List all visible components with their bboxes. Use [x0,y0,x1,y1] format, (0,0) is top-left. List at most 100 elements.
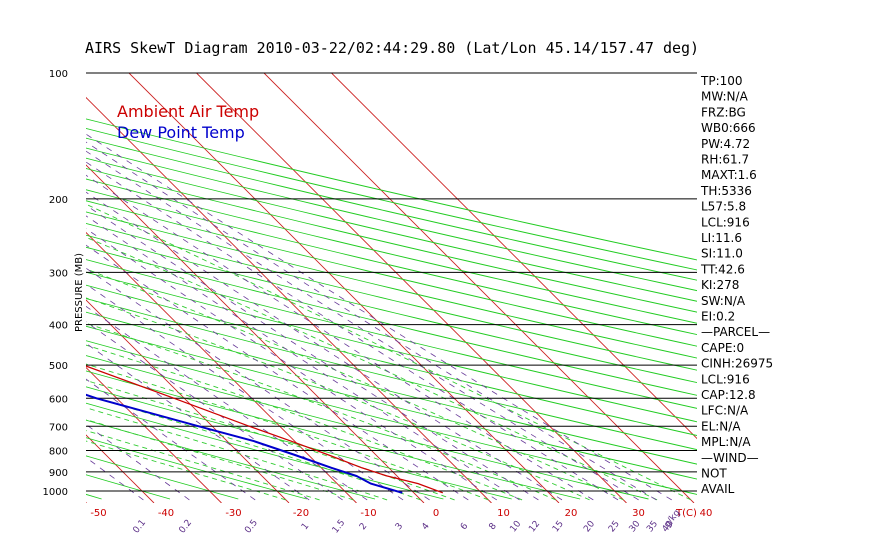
mixing-ratio-tick-label: 3 [394,521,405,532]
legend-dew-point-temp: Dew Point Temp [117,123,245,142]
stability-index: LCL:916 [701,372,750,386]
mixing-ratio-line [86,321,343,501]
stability-index: —WIND— [701,451,759,465]
moist-adiabat-line [86,236,658,501]
temp-tick-label-bottom: -20 [293,508,309,519]
dry-adiabat-line [86,147,697,292]
isotherm-line [331,73,697,440]
mixing-ratio-tick-label: 0.2 [177,518,194,535]
dry-adiabat-line [86,137,697,281]
temp-tick-label-bottom: 20 [565,508,578,519]
mixing-ratio-line [86,161,619,501]
dry-adiabat-line [86,211,697,359]
dry-adiabat-line [86,200,697,347]
temp-tick-label-bottom: 0 [433,508,439,519]
mixing-ratio-tick-label: 20 [582,519,597,534]
moist-adiabat-line [86,297,590,501]
stability-index: TP:100 [700,74,743,88]
pressure-lines [86,72,697,492]
mixing-ratio-tick-label: 35 [645,519,660,534]
stability-index: CINH:26975 [701,357,773,371]
dry-adiabat-line [86,157,697,302]
x-axis-label-temp: T(C) [675,508,697,519]
mixing-ratio-line [86,133,672,501]
temp-tick-label-bottom: 10 [497,508,510,519]
stability-index: MAXT:1.6 [701,168,757,182]
mixing-ratio-line [86,456,144,501]
mixing-ratio-tick-label: 10 [508,519,523,534]
moist-adiabat-line [86,322,557,501]
dry-adiabat-line [86,370,581,500]
pressure-tick-label: 900 [49,468,68,479]
pressure-tick-label: 400 [49,321,68,332]
stability-index: SI:11.0 [701,247,743,261]
mixing-ratio-tick-label: 25 [607,519,622,534]
temp-tick-label-bottom: -10 [360,508,376,519]
mixing-ratio-tick-label: 1.5 [331,518,348,535]
temp-tick-label-bottom: 40 [700,508,713,519]
pressure-tick-label: 600 [49,394,68,405]
mixing-ratio-tick-label: 12 [527,519,542,534]
moist-adiabat-line [86,407,388,501]
stability-index: KI:278 [701,278,739,292]
stability-index: —PARCEL— [701,325,770,339]
dry-adiabat-line [86,298,697,451]
grid-layer [0,73,697,503]
stability-index: MPL:N/A [701,435,751,449]
isotherm-line [86,231,357,503]
temp-tick-label-bottom: 30 [632,508,645,519]
dry-adiabat-line [86,419,376,500]
mixing-ratio-line [86,174,594,501]
stability-index: EL:N/A [701,419,741,433]
stability-index: LFC:N/A [701,404,749,418]
dry-adiabat-line [86,178,697,324]
mixing-ratio-tick-label: 2 [358,521,369,532]
stability-index: CAP:12.8 [701,388,756,402]
pressure-tick-label: 200 [49,195,68,206]
dry-adiabat-line [86,127,697,271]
dry-adiabat-line [86,340,697,495]
dry-adiabat-line [0,73,33,499]
mixing-ratio-line [86,378,256,501]
temp-tick-label-bottom: -40 [158,508,174,519]
pressure-tick-label: 1000 [43,487,68,498]
mixing-ratio-tick-label: 0.5 [243,518,260,535]
stability-index: L57:5.8 [701,200,746,214]
dry-adiabat-line [86,355,649,500]
stability-index: WB0:666 [701,121,756,135]
stability-index: TH:5336 [700,184,752,198]
mixing-ratio-line [86,141,657,501]
isotherm-line [196,73,627,503]
moist-adiabat-line [86,344,523,501]
stability-index: LCL:916 [701,215,750,229]
isotherm-line [263,73,695,503]
mixing-ratio-tick-label: 6 [459,521,471,532]
dry-adiabat-line [86,189,697,336]
mixing-ratio-line [86,191,563,501]
pressure-tick-label: 500 [49,361,68,372]
isotherm-line [0,73,19,503]
isotherm-line [86,164,425,503]
mixing-ratio-tick-label: 0.1 [131,518,148,535]
stability-index: PW:4.72 [701,137,750,151]
stability-index: AVAIL [701,482,735,496]
mixing-ratio-tick-label: 1 [300,521,311,532]
chart-title: AIRS SkewT Diagram 2010-03-22/02:44:29.8… [85,39,699,57]
ambient-air-temp-line [86,365,444,494]
mixing-ratio-line [86,283,404,501]
mixing-ratio-line [86,305,368,501]
mixing-ratio-line [86,204,539,501]
dew-point-temp-line [86,393,403,494]
dry-adiabat-line [86,325,697,480]
mixing-ratio-tick-label: 15 [551,519,566,534]
stability-index: FRZ:BG [701,105,746,119]
moist-adiabat-line [86,419,354,501]
stability-index: TT:42.6 [700,262,745,276]
mixing-ratio-line [86,342,310,501]
moist-adiabat-line [86,363,489,501]
mixing-ratio-tick-label: 30 [628,519,643,534]
stability-index: SW:N/A [701,294,746,308]
stability-index: NOT [701,467,727,481]
temp-tick-label-bottom: -30 [225,508,241,519]
